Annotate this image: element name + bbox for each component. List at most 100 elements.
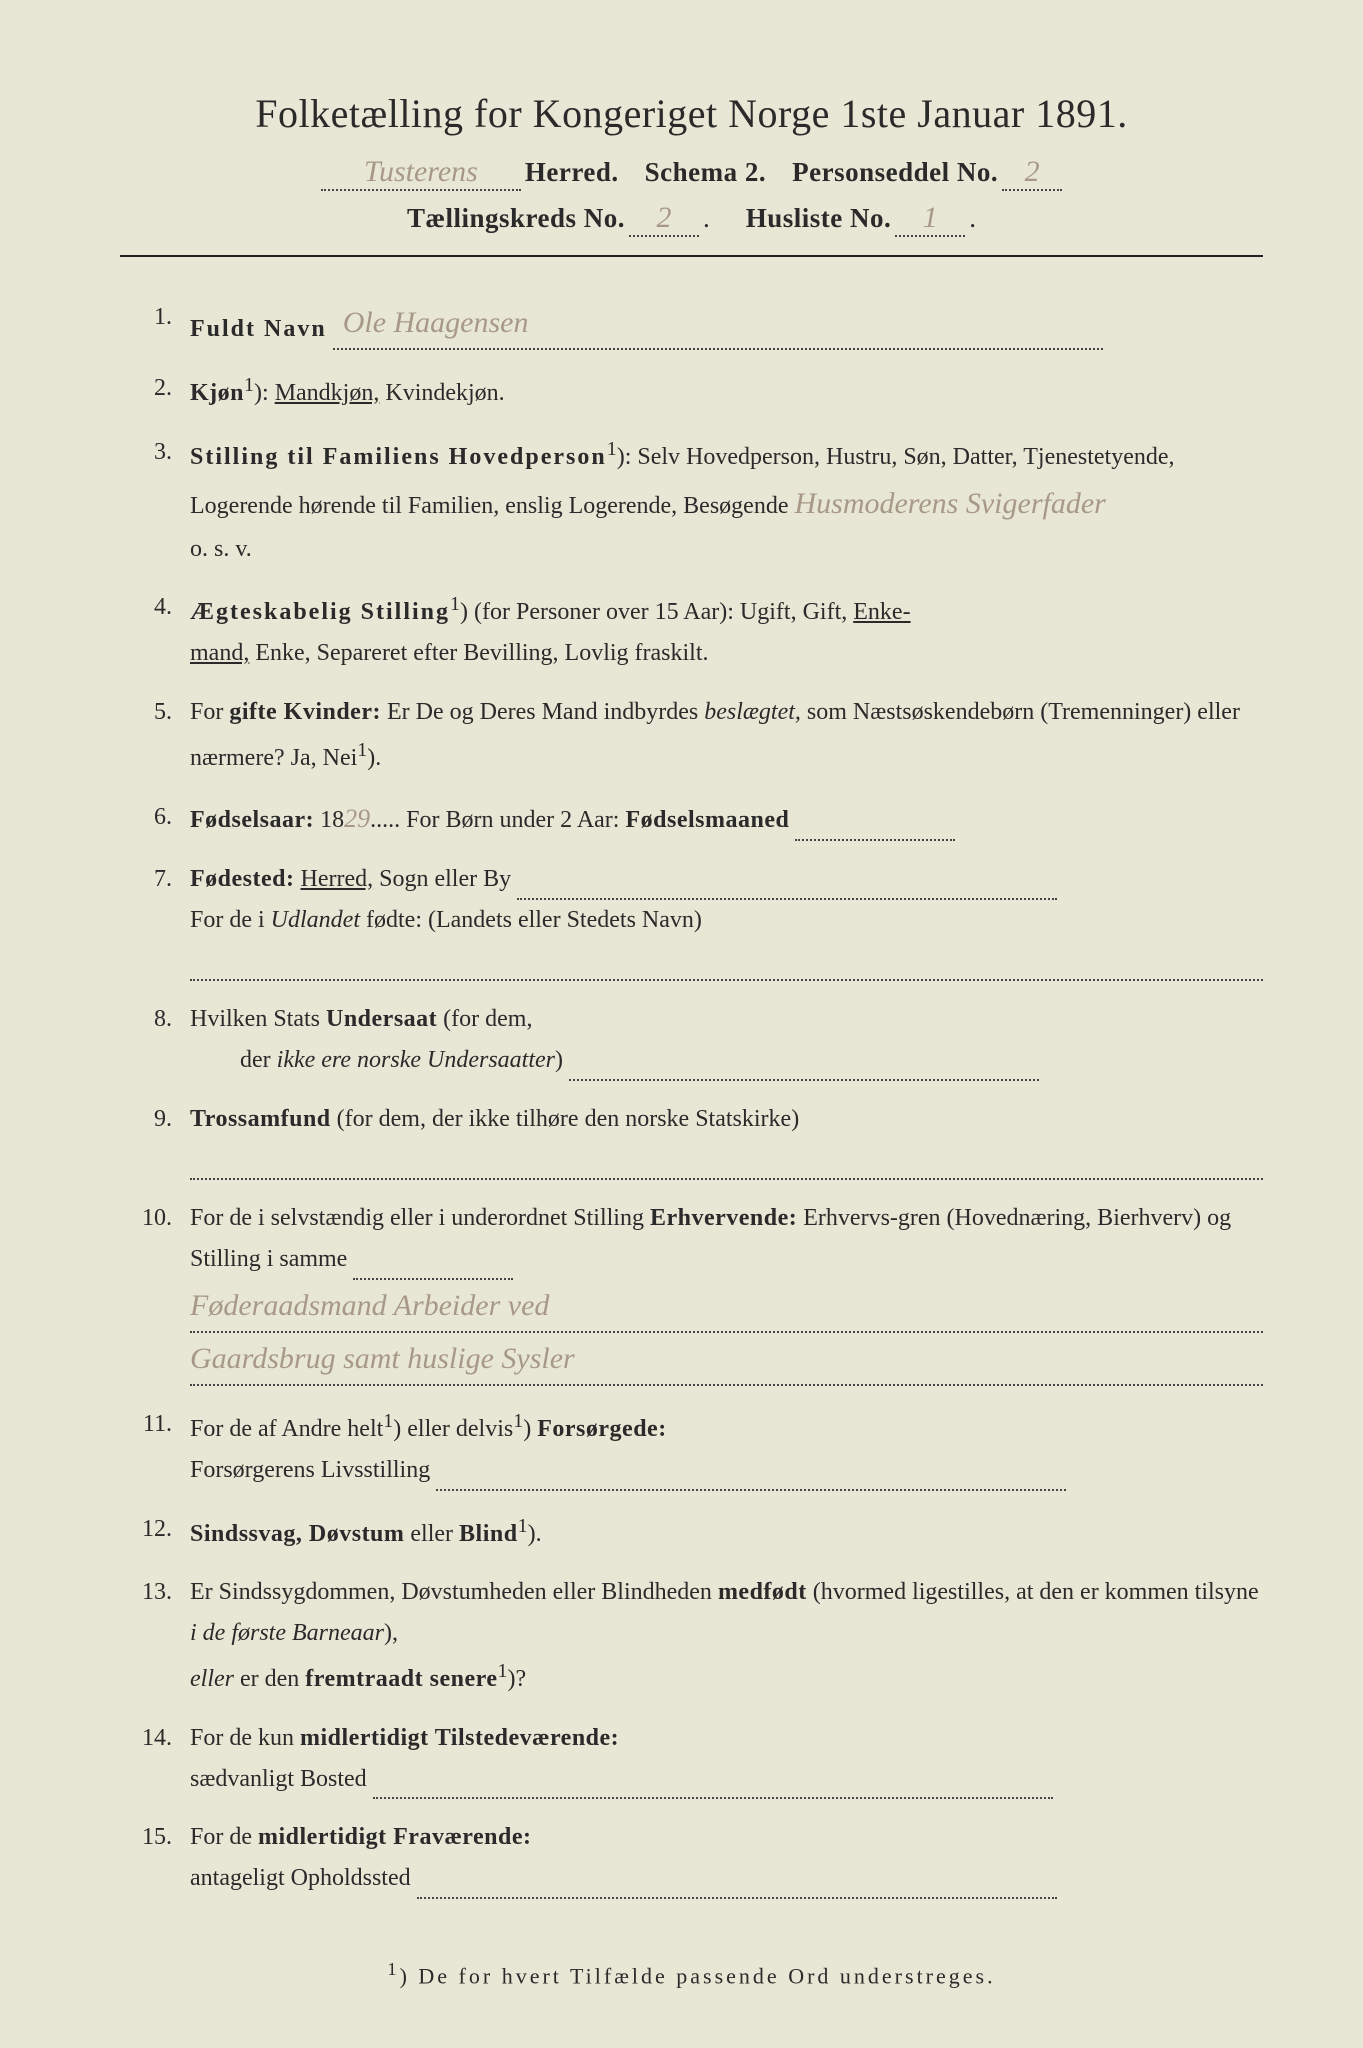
item-12: 12. Sindssvag, Døvstum eller Blind1).: [120, 1509, 1263, 1555]
tkreds-label: Tællingskreds No.: [407, 203, 625, 234]
item-1: 1. Fuldt Navn Ole Haagensen: [120, 297, 1263, 350]
header-line-1: Tusterens Herred. Schema 2. Personseddel…: [120, 155, 1263, 191]
name-handwritten: Ole Haagensen: [343, 306, 529, 339]
occupation-hw2: Gaardsbrug samt huslige Sysler: [190, 1342, 575, 1375]
item-8: 8. Hvilken Stats Undersaat (for dem, der…: [120, 999, 1263, 1081]
text: Er De og Deres Mand indbyrdes: [381, 699, 704, 725]
blind-label: Blind: [459, 1521, 518, 1547]
text: (hvormed ligestilles, at den er kommen t…: [807, 1579, 1259, 1605]
sup: 1: [518, 1515, 528, 1537]
sup: 1: [244, 374, 254, 396]
blank: [190, 1178, 1263, 1180]
personseddel-no: 2: [1025, 155, 1040, 188]
text: ),: [384, 1620, 398, 1646]
year-hw: 29: [344, 804, 370, 833]
text: Er Sindssygdommen, Døvstumheden eller Bl…: [190, 1579, 718, 1605]
footnote-text: ) De for hvert Tilfælde passende Ord und…: [400, 1963, 996, 1988]
item-7: 7. Fødested: Herred, Sogn eller By For d…: [120, 859, 1263, 981]
sup: 1: [450, 593, 460, 615]
footnote: 1) De for hvert Tilfælde passende Ord un…: [120, 1959, 1263, 1989]
mandkjon-option: Mandkjøn,: [275, 380, 380, 406]
item-number: 3.: [120, 432, 190, 570]
text: Hvilken Stats: [190, 1006, 326, 1032]
item-13: 13. Er Sindssygdommen, Døvstumheden elle…: [120, 1572, 1263, 1699]
text: (for dem, der ikke tilhøre den norske St…: [331, 1106, 800, 1132]
blank: [795, 839, 955, 841]
sup: 1: [497, 1660, 507, 1682]
divider: [120, 255, 1263, 257]
sup: 1: [513, 1410, 523, 1432]
fodselsmaaned-label: Fødselsmaaned: [625, 807, 789, 833]
undersaat-label: Undersaat: [326, 1006, 437, 1032]
beslaegtet: beslægtet,: [704, 699, 801, 725]
herred-label: Herred.: [525, 157, 619, 188]
trossamfund-label: Trossamfund: [190, 1106, 331, 1132]
sup: 1: [607, 438, 617, 460]
text: er den: [234, 1666, 305, 1692]
fodselsaar-label: Fødselsaar:: [190, 807, 314, 833]
item-number: 4.: [120, 587, 190, 674]
text: For de af Andre helt: [190, 1416, 383, 1442]
text: For: [190, 699, 229, 725]
item-number: 6.: [120, 797, 190, 841]
fravaerende-label: midlertidigt Fraværende:: [258, 1824, 532, 1850]
italic: i de første Barneaar: [190, 1620, 384, 1646]
gifte-kvinder-label: gifte Kvinder:: [229, 699, 381, 725]
stilling-handwritten: Husmoderens Svigerfader: [794, 487, 1105, 520]
schema-label: Schema 2.: [645, 157, 767, 188]
osv: o. s. v.: [190, 536, 252, 562]
text: ) (for Personer over 15 Aar): Ugift, Gif…: [460, 599, 853, 625]
stilling-label: Stilling til Familiens Hovedperson: [190, 444, 607, 470]
text: )?: [507, 1666, 526, 1692]
item-number: 11.: [120, 1404, 190, 1491]
herred-handwritten: Tusterens: [364, 155, 478, 188]
sup: 1: [383, 1410, 393, 1432]
text: ): [523, 1416, 537, 1442]
item-9: 9. Trossamfund (for dem, der ikke tilhør…: [120, 1099, 1263, 1181]
text: ..... For Børn under 2 Aar:: [370, 807, 625, 833]
enkemand-u1: Enke-: [853, 599, 910, 625]
item-number: 10.: [120, 1198, 190, 1386]
item-number: 2.: [120, 368, 190, 414]
text: ).: [367, 745, 381, 771]
item-3: 3. Stilling til Familiens Hovedperson1):…: [120, 432, 1263, 570]
blank: [190, 979, 1263, 981]
item-number: 8.: [120, 999, 190, 1081]
item-4: 4. Ægteskabelig Stilling1) (for Personer…: [120, 587, 1263, 674]
item-number: 7.: [120, 859, 190, 981]
sup: 1: [387, 1959, 399, 1979]
item-number: 15.: [120, 1817, 190, 1899]
fremtraadt-label: fremtraadt senere: [305, 1666, 497, 1692]
text: eller: [404, 1521, 459, 1547]
text: ):: [254, 380, 275, 406]
medfodt-label: medfødt: [718, 1579, 807, 1605]
item-6: 6. Fødselsaar: 1829..... For Børn under …: [120, 797, 1263, 841]
header-line-2: Tællingskreds No. 2 . Husliste No. 1 .: [120, 201, 1263, 237]
sup: 1: [357, 739, 367, 761]
census-form-page: Folketælling for Kongeriget Norge 1ste J…: [0, 0, 1363, 2048]
italic: eller: [190, 1666, 234, 1692]
udlandet: Udlandet: [271, 907, 360, 933]
sindssvag-label: Sindssvag, Døvstum: [190, 1521, 404, 1547]
forsorgede-label: Forsørgede:: [537, 1416, 666, 1442]
text: For de i selvstændig eller i underordnet…: [190, 1205, 650, 1231]
blank: [569, 1079, 1039, 1081]
fodested-label: Fødested:: [190, 866, 294, 892]
text: For de: [190, 1824, 258, 1850]
husliste-no: 1: [923, 201, 938, 234]
item-15: 15. For de midlertidigt Fraværende: anta…: [120, 1817, 1263, 1899]
text: Forsørgerens Livsstilling: [190, 1457, 430, 1483]
page-title: Folketælling for Kongeriget Norge 1ste J…: [120, 90, 1263, 137]
herred-option: Herred,: [300, 866, 373, 892]
item-14: 14. For de kun midlertidigt Tilstedevære…: [120, 1718, 1263, 1800]
blank: [517, 898, 1057, 900]
item-number: 14.: [120, 1718, 190, 1800]
item-number: 13.: [120, 1572, 190, 1699]
text: For de i: [190, 907, 271, 933]
item-5: 5. For gifte Kvinder: Er De og Deres Man…: [120, 692, 1263, 779]
italic: ikke ere norske Undersaatter: [277, 1047, 555, 1073]
item-10: 10. For de i selvstændig eller i underor…: [120, 1198, 1263, 1386]
text: der: [240, 1047, 277, 1073]
blank: [417, 1897, 1057, 1899]
aegteskab-label: Ægteskabelig Stilling: [190, 599, 450, 625]
